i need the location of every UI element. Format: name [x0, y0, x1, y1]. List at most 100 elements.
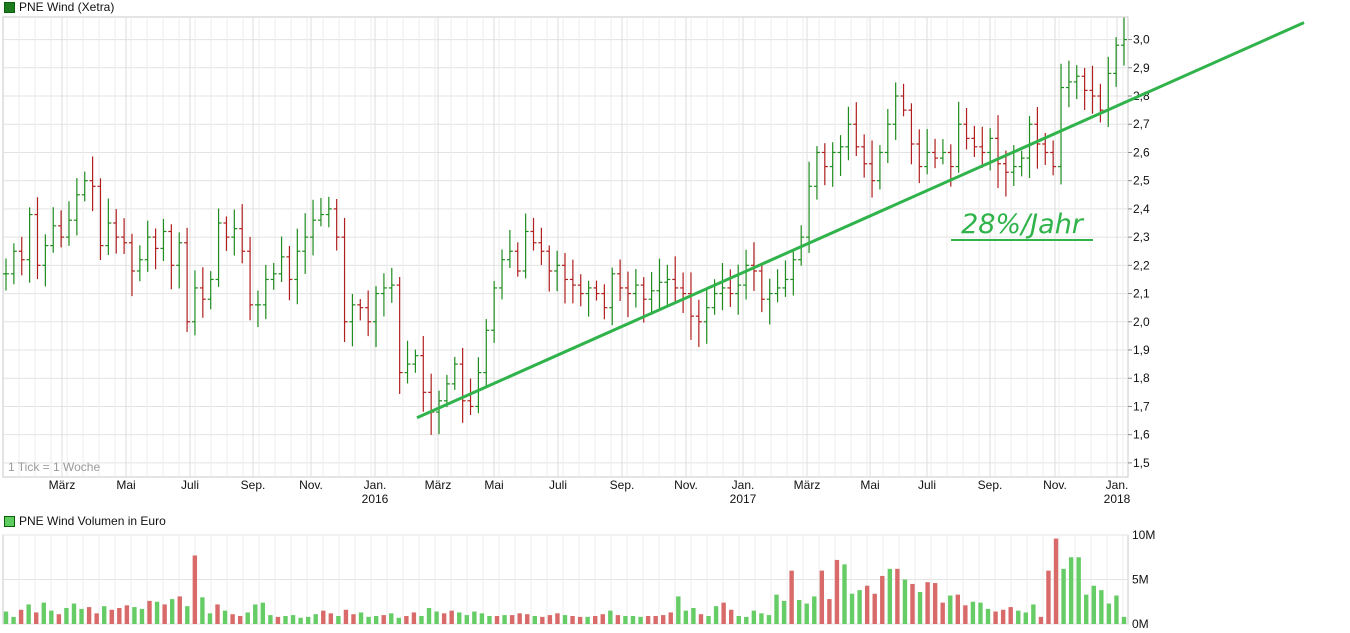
ohlc-bar — [514, 242, 521, 277]
volume-bar — [993, 611, 998, 624]
ohlc-bar — [168, 224, 175, 290]
price-x-tick-label: Mai — [860, 478, 879, 492]
ohlc-bar — [695, 299, 702, 347]
ohlc-bar — [703, 289, 710, 344]
ohlc-bar — [837, 135, 844, 177]
ohlc-bar — [325, 196, 332, 228]
volume-bar — [396, 617, 402, 624]
volume-bar — [985, 608, 991, 624]
price-x-tick-label: Juli — [549, 478, 567, 492]
volume-bar — [555, 613, 560, 624]
ohlc-bar — [65, 201, 72, 246]
volume-bar — [472, 611, 477, 624]
ohlc-bar — [113, 209, 120, 254]
volume-bar — [305, 616, 311, 624]
price-y-tick-label: 2,0 — [1133, 315, 1150, 329]
volume-legend-swatch — [4, 515, 15, 527]
volume-bar — [1038, 616, 1044, 624]
ohlc-bar — [357, 299, 364, 321]
volume-bar — [260, 602, 266, 624]
ohlc-bar — [821, 143, 828, 186]
ohlc-bar — [144, 220, 151, 272]
volume-bar — [532, 615, 537, 624]
ohlc-bar — [727, 269, 734, 307]
ohlc-bar — [853, 102, 860, 156]
ohlc-bar — [530, 217, 537, 251]
volume-bar — [298, 617, 303, 624]
volume-bar — [373, 615, 379, 624]
volume-bar — [404, 615, 409, 624]
ohlc-bar — [1002, 150, 1009, 197]
price-y-tick-label: 1,5 — [1133, 456, 1150, 470]
ohlc-bar — [908, 103, 915, 165]
ohlc-bar — [1018, 150, 1025, 177]
volume-bar — [502, 615, 507, 624]
ohlc-bar — [955, 101, 962, 173]
volume-bar — [970, 601, 976, 624]
ohlc-bar — [491, 281, 498, 343]
volume-bar — [41, 602, 46, 624]
volume-bar — [781, 600, 787, 624]
ohlc-bar — [522, 213, 529, 279]
volume-bar — [1076, 557, 1081, 624]
volume-bar — [955, 594, 961, 624]
ohlc-bar — [648, 272, 655, 315]
price-x-tick-year: 2018 — [1104, 492, 1131, 506]
volume-bar — [751, 610, 757, 624]
volume-bar — [94, 613, 99, 624]
volume-bar — [464, 615, 469, 624]
ohlc-bar — [869, 140, 876, 198]
volume-bar — [290, 615, 296, 624]
volume-bar — [562, 615, 568, 624]
volume-bar — [1091, 585, 1096, 624]
ohlc-bar — [388, 267, 395, 303]
ohlc-bar — [609, 267, 616, 326]
volume-y-tick-label: 10M — [1132, 528, 1155, 542]
volume-bar — [192, 555, 198, 624]
ohlc-bar — [1050, 140, 1057, 176]
volume-bar — [237, 615, 243, 624]
volume-bar — [366, 616, 371, 624]
price-x-tick-label: Mai — [484, 478, 503, 492]
trendline — [416, 21, 1305, 420]
volume-bar — [253, 604, 258, 624]
ohlc-bar — [262, 264, 269, 320]
ohlc-bar — [121, 218, 128, 254]
volume-bar — [668, 612, 673, 624]
volume-bar — [940, 602, 945, 624]
ohlc-bar — [1065, 60, 1072, 108]
ohlc-bar — [538, 227, 545, 266]
ohlc-bar — [105, 198, 112, 255]
ohlc-bar — [1026, 115, 1033, 179]
volume-bar — [1031, 604, 1036, 624]
volume-bar — [343, 609, 349, 624]
ohlc-bar — [459, 347, 466, 423]
volume-bar — [593, 615, 598, 624]
ohlc-bar — [396, 276, 403, 394]
ohlc-bar — [278, 236, 285, 283]
ohlc-bar — [294, 228, 301, 305]
ohlc-bar — [884, 109, 891, 164]
volume-bar — [1000, 609, 1006, 624]
volume-bar — [1061, 568, 1066, 624]
ohlc-bar — [215, 208, 222, 287]
ohlc-bar — [3, 258, 9, 291]
ohlc-bar — [380, 273, 387, 317]
price-x-tick-label: Nov. — [674, 478, 698, 492]
price-legend: PNE Wind (Xetra) — [4, 0, 114, 14]
volume-bar — [1023, 612, 1028, 624]
ohlc-bar — [845, 106, 852, 161]
volume-bar — [1008, 607, 1013, 624]
volume-bar — [336, 615, 341, 624]
volume-bar — [645, 615, 651, 624]
price-y-tick-label: 2,1 — [1133, 287, 1150, 301]
ohlc-bar — [932, 138, 939, 169]
ohlc-bar — [97, 178, 104, 261]
price-x-tick-label: Sep. — [241, 478, 266, 492]
volume-bar — [139, 608, 145, 624]
volume-bar — [638, 616, 643, 624]
ohlc-bar — [207, 271, 214, 310]
price-x-tick-year: 2016 — [362, 492, 389, 506]
volume-bar — [713, 606, 719, 624]
